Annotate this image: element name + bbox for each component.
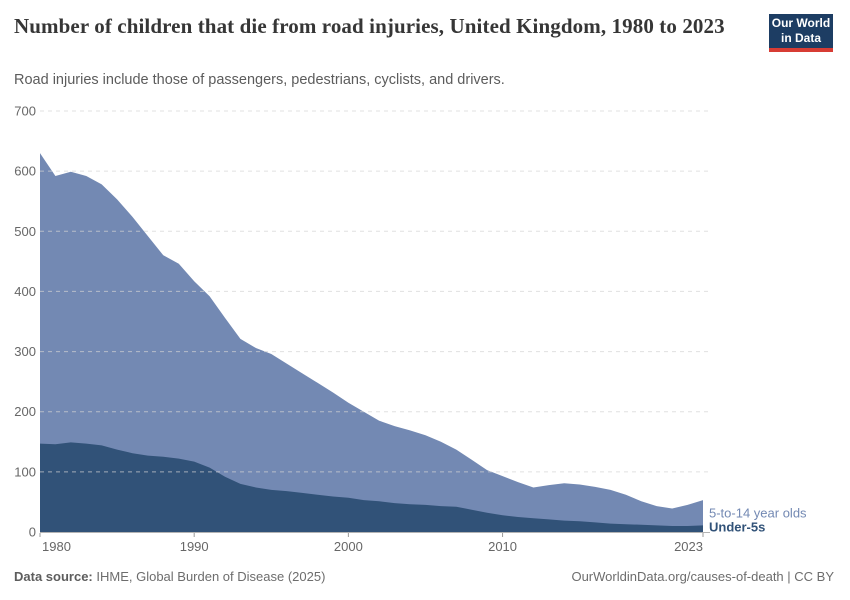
x-tick-label-2023: 2023 [674,539,703,554]
y-tick-label-0: 0 [29,525,36,540]
series-label-under-5s[interactable]: Under-5s [709,520,765,535]
area-under-5s[interactable] [40,442,703,532]
data-source-value: IHME, Global Burden of Disease (2025) [92,569,326,584]
x-axis-tick-labels: 1980 1990 2000 2010 2023 [42,539,703,554]
chart-subtitle: Road injuries include those of passenger… [14,72,505,88]
y-tick-label-700: 700 [14,104,36,119]
attribution-link[interactable]: OurWorldinData.org/causes-of-death | CC … [571,569,834,584]
footer: Data source: IHME, Global Burden of Dise… [14,569,834,584]
owid-logo-red-bar [769,48,833,52]
x-tick-label-1980: 1980 [42,539,71,554]
area-5-to-14-year-olds[interactable] [40,153,703,532]
y-tick-label-300: 300 [14,344,36,359]
data-source: Data source: IHME, Global Burden of Dise… [14,569,325,584]
owid-logo-box: Our World in Data [769,14,833,48]
data-source-label: Data source: [14,569,93,584]
y-tick-label-500: 500 [14,224,36,239]
y-tick-label-600: 600 [14,164,36,179]
x-tick-label-2010: 2010 [488,539,517,554]
series-label-5-to-14[interactable]: 5-to-14 year olds [709,506,807,521]
y-axis-tick-labels: 0 100 200 300 400 500 600 700 [14,104,36,540]
x-tick-label-1990: 1990 [180,539,209,554]
y-tick-label-400: 400 [14,284,36,299]
owid-logo-line1: Our World [771,16,831,30]
owid-logo-line2: in Data [780,31,821,45]
y-tick-label-100: 100 [14,464,36,479]
x-tick-label-2000: 2000 [334,539,363,554]
chart-title: Number of children that die from road in… [14,14,725,38]
y-tick-label-200: 200 [14,404,36,419]
owid-logo[interactable]: Our World in Data [769,14,833,52]
x-axis-ticks [39,533,704,537]
